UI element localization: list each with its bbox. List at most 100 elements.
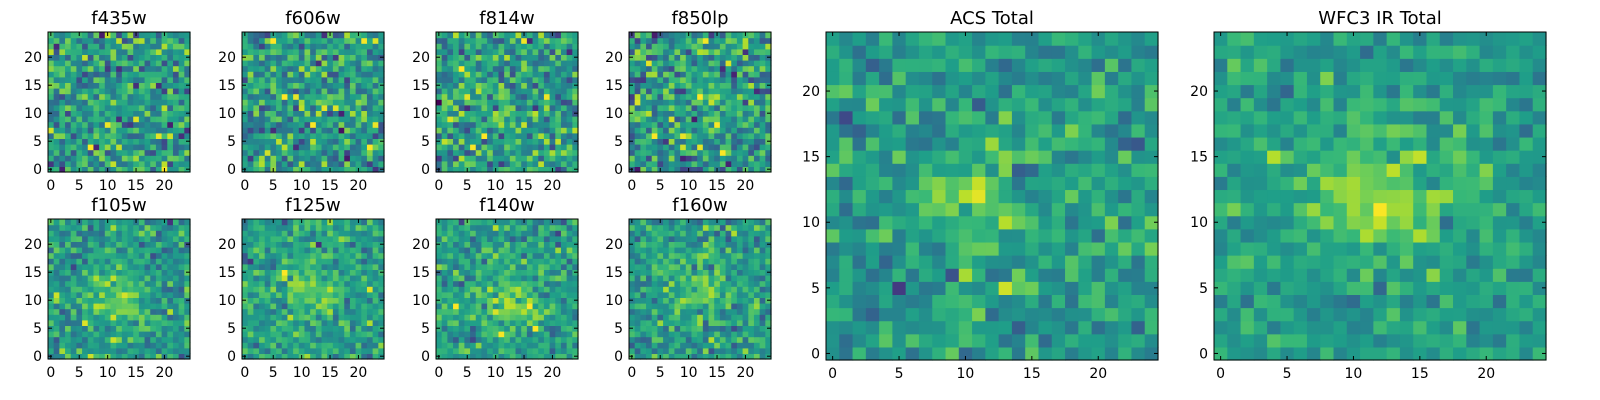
heatmap-cell [753,155,761,162]
heatmap-cell [436,132,443,139]
heatmap-cell [657,132,664,139]
heatmap-cell [361,286,368,293]
heatmap-cell [293,88,300,95]
heatmap-cell [70,104,77,111]
heatmap-cell [276,138,283,145]
heatmap-cell [281,219,289,226]
heatmap-cell [470,149,477,156]
heatmap-cell [458,43,465,50]
heatmap-cell [674,116,681,123]
heatmap-cell [685,308,693,315]
heatmap-cell [447,76,454,83]
heatmap-cell [270,314,277,321]
heatmap-cell [70,269,77,276]
heatmap-cell [736,37,744,44]
heatmap-cell [172,291,180,298]
y-tick-label: 10 [412,106,430,122]
heatmap-cell [566,224,573,231]
heatmap-cell [504,353,511,360]
heatmap-cell [82,252,89,259]
heatmap-cell [110,127,117,134]
heatmap-cell [436,76,443,83]
heatmap-cell [736,54,744,61]
heatmap-cell [82,319,89,326]
heatmap-cell [110,280,117,287]
heatmap-cell [144,144,151,151]
heatmap-cell [470,88,477,95]
heatmap-cell [651,60,658,67]
heatmap-cell [361,347,368,354]
heatmap-cell [634,314,641,321]
heatmap-cell [640,144,647,151]
heatmap-cell [555,319,562,326]
heatmap-cell [87,60,95,67]
heatmap-cell [663,269,670,276]
heatmap-cell [538,247,545,254]
heatmap-cell [651,336,658,343]
heatmap-cell [242,88,249,95]
heatmap-cell [555,325,562,332]
heatmap-cell [372,166,379,173]
heatmap-cell [110,353,117,360]
heatmap-cell [458,116,465,123]
heatmap-cell [646,275,653,282]
heatmap-cell [184,60,191,67]
heatmap-cell [543,331,551,338]
heatmap-cell [731,104,738,111]
heatmap-cell [697,297,704,304]
heatmap-cell [304,353,311,360]
heatmap-cell [646,291,653,298]
heatmap-cell [572,155,579,162]
heatmap-cell [436,144,443,151]
heatmap-cell [481,37,488,44]
heatmap-cell [538,331,545,338]
heatmap-cell [242,65,249,72]
heatmap-cell [338,88,345,95]
heatmap-cell [725,331,732,338]
heatmap-cell [441,331,448,338]
heatmap-cell [270,269,277,276]
heatmap-cell [76,104,83,111]
heatmap-cell [487,132,494,139]
heatmap-cell [521,342,528,349]
heatmap-cell [657,43,664,50]
heatmap-cell [674,314,681,321]
heatmap-cell [470,230,477,237]
heatmap-cell [674,65,681,72]
heatmap-cell [640,82,647,89]
heatmap-cell [121,263,129,270]
heatmap-cell [549,319,556,326]
heatmap-cell [759,314,766,321]
heatmap-cell [338,269,345,276]
heatmap-cell [521,235,528,242]
heatmap-cell [104,71,112,78]
heatmap-cell [172,82,180,89]
heatmap-cell [487,110,494,117]
heatmap-cell [144,116,151,123]
heatmap-cell [736,336,744,343]
heatmap-cell [99,314,106,321]
heatmap-cell [697,149,704,156]
heatmap-cell [355,127,362,134]
heatmap-cell [736,60,744,67]
heatmap-cell [48,303,55,310]
heatmap-cell [344,60,351,67]
heatmap-cell [572,303,579,310]
heatmap-cell [253,224,260,231]
heatmap-cell [515,275,522,282]
heatmap-cell [378,48,385,55]
heatmap-cell [133,60,140,67]
heatmap-cell [304,252,311,259]
heatmap-cell [470,303,477,310]
heatmap-cell [76,258,83,265]
heatmap-cell [310,331,317,338]
heatmap-cell [332,269,340,276]
heatmap-cell [372,110,379,117]
heatmap-cell [378,88,385,95]
heatmap-cell [521,132,528,139]
heatmap-cell [378,127,385,134]
heatmap-cell [281,160,289,167]
heatmap-cell [640,331,647,338]
heatmap-cell [259,235,266,242]
heatmap-cell [281,116,289,123]
